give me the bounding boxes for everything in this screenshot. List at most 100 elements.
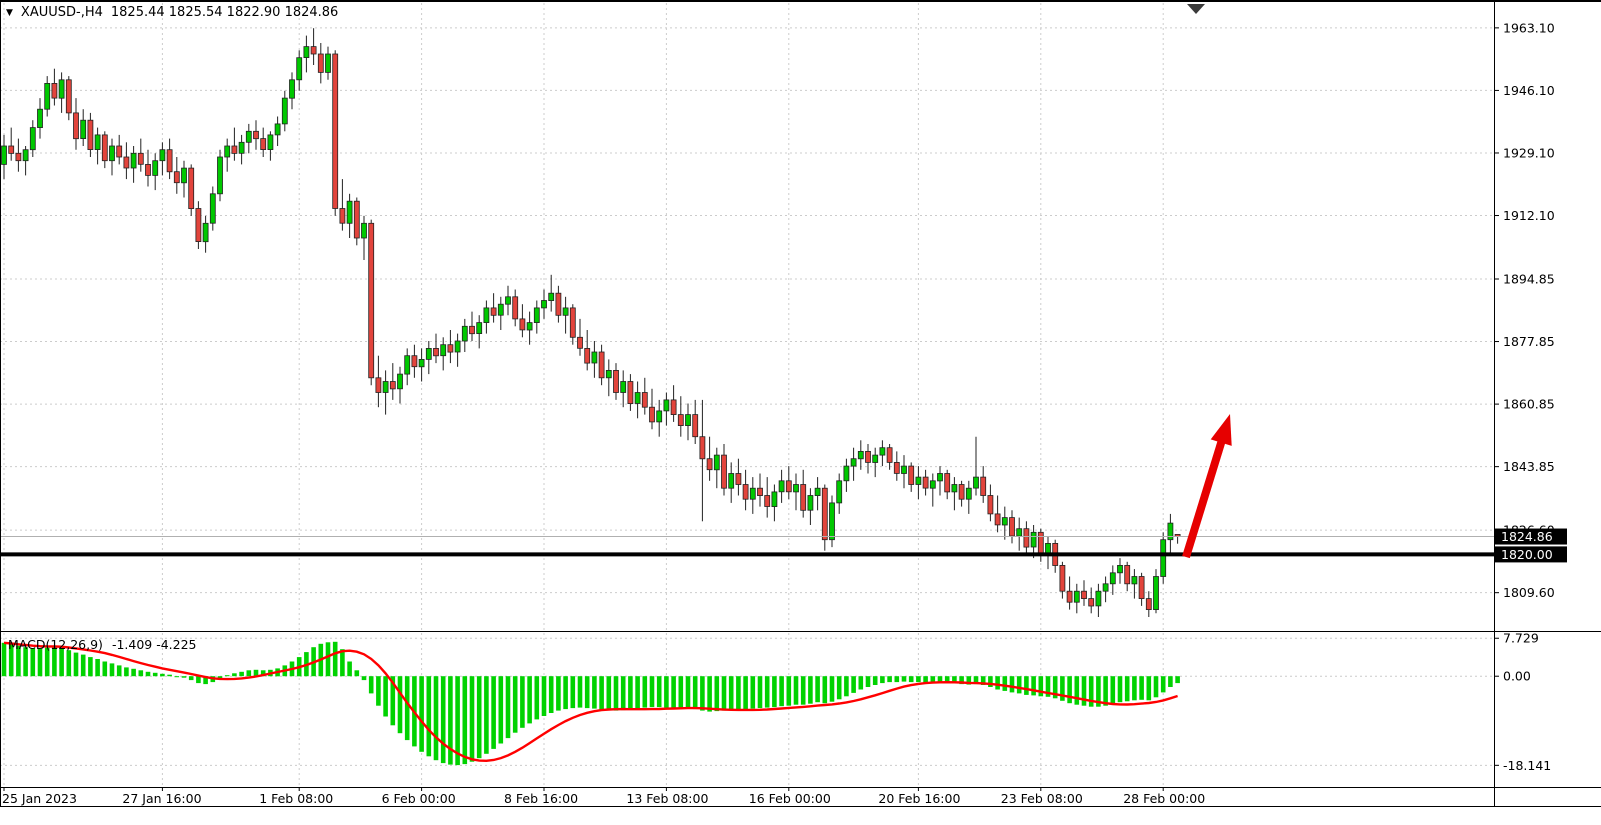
macd-bar [872,676,878,685]
macd-bar [340,649,345,677]
price-axis[interactable]: 1963.10 1946.10 1929.10 1912.10 1894.85 1877.… [1494,20,1555,773]
time-tick-label: 8 Feb 16:00 [504,791,578,806]
time-tick-label: 16 Feb 00:00 [749,791,831,806]
macd-bar [455,676,460,766]
bear-candle [51,83,58,99]
bear-candle [339,208,346,224]
bull-candle [217,156,223,195]
current-price-tag: 1824.86 [1495,528,1567,545]
macd-bar [916,676,921,683]
macd-bar [685,676,691,709]
bear-candle [15,152,22,162]
bull-candle [685,414,691,427]
bear-candle [1066,590,1073,603]
price-tick-label: 7.729 [1503,631,1539,646]
bear-candle [166,149,173,173]
bear-candle [706,458,713,471]
macd-bar [592,676,597,709]
macd-bar [808,676,813,704]
bull-candle [951,484,958,493]
chart-shift-marker[interactable] [1187,4,1205,14]
bear-candle [123,156,130,169]
bear-candle [692,414,699,438]
bear-candle [735,473,742,485]
macd-bar [563,676,568,710]
time-tick-label: 1 Feb 08:00 [259,791,333,806]
bear-candle [490,307,497,316]
macd-bar [1016,676,1022,694]
macd-bar [628,676,633,710]
bull-candle [1160,539,1167,577]
bull-candle [289,79,295,99]
grid-layer [0,3,1494,787]
macd-bar [772,676,777,708]
bear-candle [785,480,792,493]
macd-bar [923,676,928,683]
macd-bar [1088,676,1094,707]
bull-candle [778,480,785,493]
bull-candle [1095,590,1102,607]
bear-candle [512,296,519,320]
macd-bar [1002,676,1008,691]
macd-bar [779,676,784,707]
macd-bar [973,676,979,685]
macd-bar [707,676,712,712]
bull-candle [728,473,735,489]
macd-bar [894,676,900,683]
bull-candle [620,381,627,393]
bull-candle [476,322,483,335]
symbol-dropdown-icon[interactable]: ▼ [6,7,13,18]
bull-candle [548,292,555,302]
macd-bar [908,676,914,683]
bear-candle [1145,598,1152,610]
bear-candle [800,484,807,511]
bear-candle [65,79,72,114]
bear-candle [1059,565,1066,592]
bear-candle [598,351,605,379]
bear-candle [469,325,475,335]
bear-candle [231,145,238,154]
macd-bar [988,676,993,687]
price-tick-label: 1912.10 [1503,208,1555,223]
macd-bar [131,668,136,677]
bull-candle [209,193,216,224]
macd-bar [188,676,194,681]
macd-bar [1175,676,1180,684]
macd-bar [541,676,547,716]
macd-bar [570,676,576,709]
bear-candle [922,476,929,489]
bull-candle [605,369,612,379]
macd-bar [664,676,669,708]
macd-bar [1067,676,1072,704]
bear-candle [173,171,180,184]
bull-candle [361,222,367,239]
bear-candle [584,347,591,364]
bull-candle [202,222,209,243]
price-tick-label: 1860.85 [1503,397,1555,412]
macd-bar [203,676,208,685]
macd-bar [347,661,352,677]
bull-candle [1109,572,1116,585]
bear-candle [1009,517,1015,537]
trend-arrow-annotation[interactable] [1182,414,1232,559]
macd-bar [390,676,396,726]
bear-candle [1037,531,1044,555]
bull-candle [425,347,432,360]
macd-bar [1139,676,1144,700]
macd-bar [469,676,475,762]
bear-candle [1023,528,1030,548]
bull-candle [245,130,252,143]
macd-bar [80,654,86,677]
bear-candle [886,447,893,463]
bull-candle [238,141,245,154]
bull-candle [281,97,288,125]
time-axis[interactable]: 25 Jan 2023 27 Jan 16:00 1 Feb 08:00 6 Feb … [2,787,1205,806]
macd-bar [836,676,842,700]
bull-candle [37,108,43,128]
bull-candle [1,145,7,165]
bull-candle [44,83,51,110]
bull-candle [562,307,569,316]
time-tick-label: 27 Jan 16:00 [122,791,201,806]
chart-frame [0,0,1601,807]
